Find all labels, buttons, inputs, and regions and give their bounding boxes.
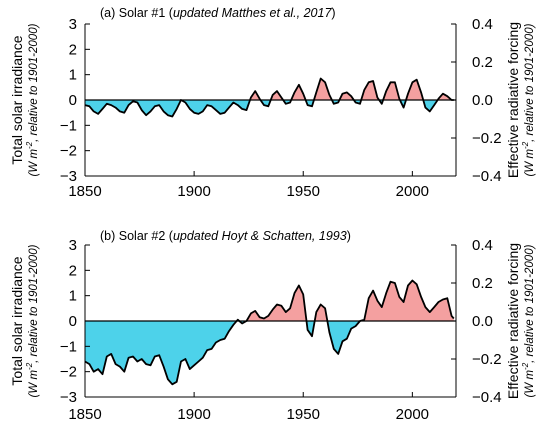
panel-1-title-text: (a) Solar #1 ( (100, 6, 174, 20)
panel-1-xtick-label: 2000 (396, 183, 429, 200)
panel-1-ylabel-units: (W m-2, relative to 1901-2000) (25, 23, 40, 176)
panel-1-series-line (84, 77, 454, 118)
panel-2-xtick-label: 1950 (287, 406, 320, 423)
panel-2-ylabel-units-pre: (W m (28, 370, 40, 398)
panel-2-ytick-label: −3 (60, 389, 77, 406)
panel-2-positive-area (85, 280, 454, 321)
panel-1-xtick-label: 1950 (287, 183, 320, 200)
panel-1-title-close: ) (331, 6, 335, 20)
panel-2-y2tick-label: 0.2 (472, 275, 493, 292)
panel-1-negative-area (85, 100, 454, 117)
panel-2-y2tick-label: 0.4 (472, 237, 493, 254)
panel-1-ytick-label: 2 (69, 41, 77, 58)
panel-2-title: (b) Solar #2 (updated Hoyt & Schatten, 1… (100, 229, 351, 243)
panel-2-title-close: ) (347, 229, 351, 243)
panel-1-ytick-label: 1 (69, 67, 77, 84)
panel-2-ytick-label: 0 (69, 313, 77, 330)
panel-2-negative-area (85, 321, 454, 385)
panel-2-xtick-label: 1850 (68, 406, 101, 423)
panel-1-y2tick-label: 0.4 (472, 16, 493, 33)
panel-1-ytick-label: 3 (69, 16, 77, 33)
panel-1-y2label: Effective radiative forcing (505, 22, 521, 178)
panel-2-ytick-label: 2 (69, 262, 77, 279)
panel-1-ytick-label: 0 (69, 92, 77, 109)
panel-2-ytick-label: −1 (60, 338, 77, 355)
panel-2-title-text: (b) Solar #2 ( (100, 229, 174, 243)
panel-1-xtick-label: 1850 (68, 183, 101, 200)
panel-1-ytick-label: −2 (60, 143, 77, 160)
panel-1-y2label-units-pre: (W m (524, 149, 536, 177)
panel-1-xtick-label: 1900 (177, 183, 210, 200)
panel-1-y2tick-label: 0.2 (472, 54, 493, 71)
panel-2-xtick-label: 2000 (396, 406, 429, 423)
panel-1-y2label-units: (W m-2, relative to 1901-2000) (521, 23, 536, 176)
panel-2-ytick-label: −2 (60, 364, 77, 381)
panel-2-y2tick-label: 0.0 (472, 313, 493, 330)
panel-2-y2label-units-post: , relative to 1901-2000) (524, 244, 536, 362)
panel-1: −3 −2 −1 0 1 2 3 −0.4 −0.2 0.0 0.2 0.4 1850 1900 1950 2… (9, 6, 536, 200)
panel-1-y2tick-label: 0.0 (472, 92, 493, 109)
panel-2-y2label-units-pre: (W m (524, 370, 536, 398)
panel-1-ylabel-units-pre: (W m (28, 149, 40, 177)
panel-1-ylabel-units-post: , relative to 1901-2000) (28, 23, 40, 141)
panel-2-ylabel: Total solar irradiance (9, 256, 25, 385)
panel-2-ylabel-units: (W m-2, relative to 1901-2000) (25, 244, 40, 397)
panel-2-ylabel-units-sup: -2 (25, 362, 34, 370)
panel-1-y2tick-label: −0.4 (472, 168, 502, 185)
panel-2-ytick-label: 3 (69, 237, 77, 254)
panel-1-y2tick-label: −0.2 (472, 130, 502, 147)
panel-2-y2label: Effective radiative forcing (505, 243, 521, 399)
panel-1-y2label-units-sup: -2 (521, 141, 530, 149)
panel-1-ytick-label: −1 (60, 117, 77, 134)
panel-1-y2label-units-post: , relative to 1901-2000) (524, 23, 536, 141)
panel-2: −3 −2 −1 0 1 2 3 −0.4 −0.2 0.0 0.2 0.4 1850 1900 1950 2… (9, 229, 536, 423)
panel-2-title-source: updated Hoyt & Schatten, 1993 (173, 229, 347, 243)
panel-2-y2label-units: (W m-2, relative to 1901-2000) (521, 244, 536, 397)
panel-2-y2tick-label: −0.4 (472, 389, 502, 406)
panel-2-ytick-label: 1 (69, 288, 77, 305)
panel-1-title-source: updated Matthes et al., 2017 (173, 6, 332, 20)
panel-2-series-line (84, 279, 455, 386)
panel-1-ylabel-units-sup: -2 (25, 141, 34, 149)
panel-2-y2label-units-sup: -2 (521, 362, 530, 370)
panel-2-y2tick-label: −0.2 (472, 351, 502, 368)
panel-1-ytick-label: −3 (60, 168, 77, 185)
panel-1-ylabel: Total solar irradiance (9, 35, 25, 164)
panel-1-title: (a) Solar #1 (updated Matthes et al., 20… (100, 6, 336, 20)
panel-2-ylabel-units-post: , relative to 1901-2000) (28, 244, 40, 362)
panel-2-xtick-label: 1900 (177, 406, 210, 423)
